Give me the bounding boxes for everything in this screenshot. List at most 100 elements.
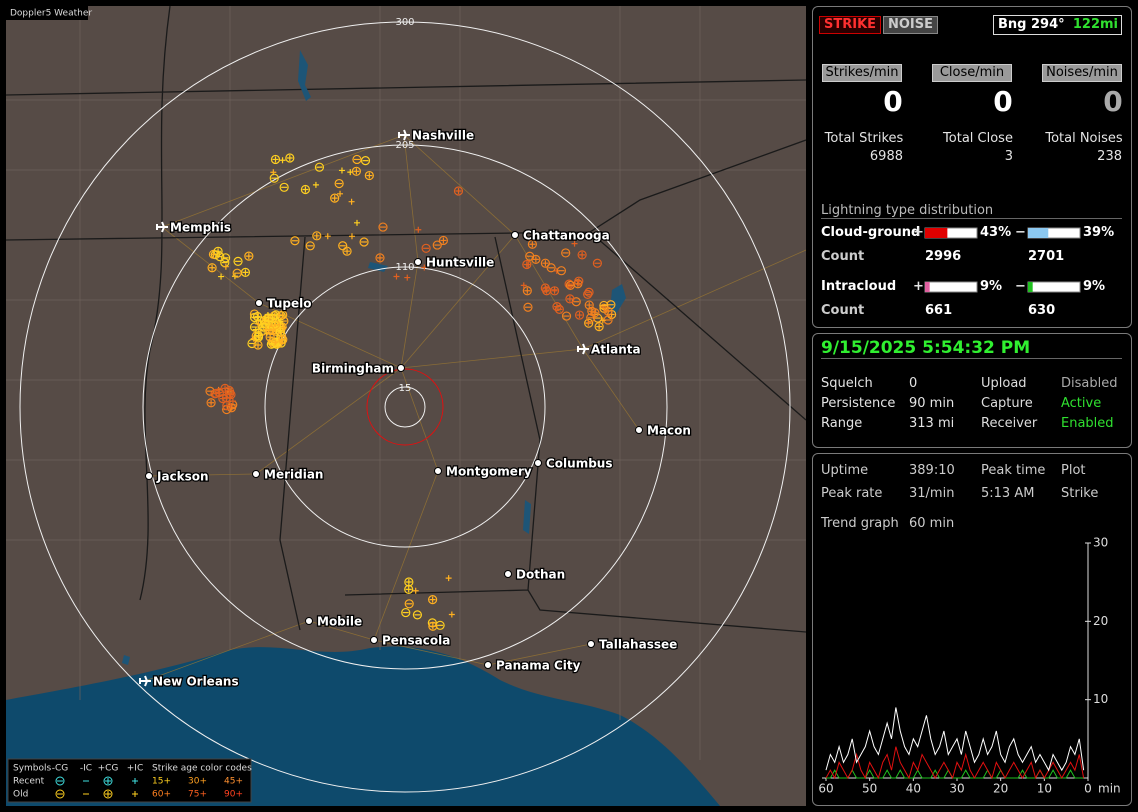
legend-glyph <box>55 789 65 799</box>
strike <box>565 280 576 290</box>
strike <box>351 166 361 176</box>
x-tick-label: 40 <box>906 782 921 796</box>
legend-title: Symbols <box>13 764 52 774</box>
x-tick-label: 20 <box>993 782 1008 796</box>
bar <box>1028 282 1033 292</box>
rate-header: Close/min <box>932 64 1012 82</box>
strike <box>432 240 442 250</box>
strike <box>571 240 578 247</box>
x-tick-label: 60 <box>818 782 833 796</box>
strike <box>348 198 355 205</box>
strike-button[interactable]: STRIKE <box>819 16 882 34</box>
trend-line <box>825 746 1085 780</box>
strikes <box>205 153 617 631</box>
strike <box>215 252 225 262</box>
bearing-box <box>993 15 1122 35</box>
city-dot <box>305 617 313 625</box>
strike <box>277 323 284 330</box>
city-dot <box>635 426 643 434</box>
strike <box>599 317 606 324</box>
status-value: Active <box>1061 396 1102 411</box>
strike <box>415 226 422 233</box>
strike <box>290 236 300 246</box>
legend-title: Strike age color codes <box>152 764 252 774</box>
strike <box>551 286 558 293</box>
strike <box>435 620 445 630</box>
range-rings <box>19 21 791 793</box>
noise-button[interactable]: NOISE <box>883 16 939 34</box>
strike <box>404 584 414 595</box>
count: 630 <box>1028 303 1056 318</box>
city-label: Memphis <box>170 221 231 235</box>
city-dot <box>534 459 542 467</box>
strike <box>532 256 539 263</box>
city-dot <box>397 364 405 372</box>
strike <box>208 399 215 406</box>
badge-bg <box>6 6 88 20</box>
rate-value: 0 <box>883 85 903 118</box>
city-dot <box>414 258 422 266</box>
total-label: Total Close <box>943 131 1013 146</box>
strike <box>523 302 533 312</box>
strike <box>253 330 264 341</box>
city-dot <box>255 299 263 307</box>
strike <box>226 387 233 394</box>
strike <box>260 319 270 329</box>
legend-glyph <box>103 776 113 786</box>
trend-line <box>825 707 1085 772</box>
strike <box>229 398 236 405</box>
strike <box>531 254 541 264</box>
strike <box>421 264 428 271</box>
strike <box>552 301 562 312</box>
city-label: Mobile <box>317 615 362 629</box>
strike <box>269 173 279 183</box>
strike <box>312 231 322 241</box>
sign: − <box>1015 279 1026 294</box>
y-tick-label: 30 <box>1093 536 1108 550</box>
strike <box>574 310 585 320</box>
strike <box>331 195 338 202</box>
x-unit: min <box>1098 782 1121 796</box>
strike <box>215 248 222 255</box>
range-ring <box>264 266 546 548</box>
strike <box>262 313 269 320</box>
uptime-field: Plot <box>1061 463 1086 478</box>
uptime-field: 5:13 AM <box>981 486 1035 501</box>
map: Nashville Memphis Chattanooga Huntsville Tup… <box>6 6 806 806</box>
legend-row-label: Recent <box>13 777 45 787</box>
city-label: Atlanta <box>591 343 641 357</box>
strike <box>527 239 537 249</box>
datetime: 9/15/2025 5:54:32 PM <box>821 338 1031 358</box>
type-name: Cloud-ground <box>821 225 921 240</box>
legend-row-label: Old <box>13 790 28 800</box>
strike <box>421 243 431 253</box>
strike <box>401 607 411 618</box>
city-dot <box>504 570 512 578</box>
city-label: Birmingham <box>312 362 394 376</box>
ring-label: 110 <box>395 262 414 273</box>
city-label: Huntsville <box>426 256 494 270</box>
strike <box>378 222 388 232</box>
strike <box>348 233 355 240</box>
city-label: Macon <box>647 424 691 438</box>
strike <box>445 575 452 582</box>
airport-icon <box>398 129 410 141</box>
strike <box>453 186 464 196</box>
strike <box>353 168 360 175</box>
strike <box>404 274 411 281</box>
strike <box>330 193 340 203</box>
legend-glyph <box>55 776 65 786</box>
strike <box>267 334 274 341</box>
strike <box>574 276 584 286</box>
strike <box>279 157 286 164</box>
age-code: 75+ <box>188 790 207 800</box>
total-label: Total Strikes <box>824 131 904 146</box>
legend-glyph <box>105 778 111 784</box>
trend-value: 60 min <box>909 516 955 531</box>
uptime-field: 31/min <box>909 486 955 501</box>
strike <box>594 322 604 332</box>
city-label: Panama City <box>496 659 581 673</box>
city-label: Nashville <box>412 129 474 143</box>
strike <box>312 181 319 188</box>
strike <box>360 156 371 166</box>
